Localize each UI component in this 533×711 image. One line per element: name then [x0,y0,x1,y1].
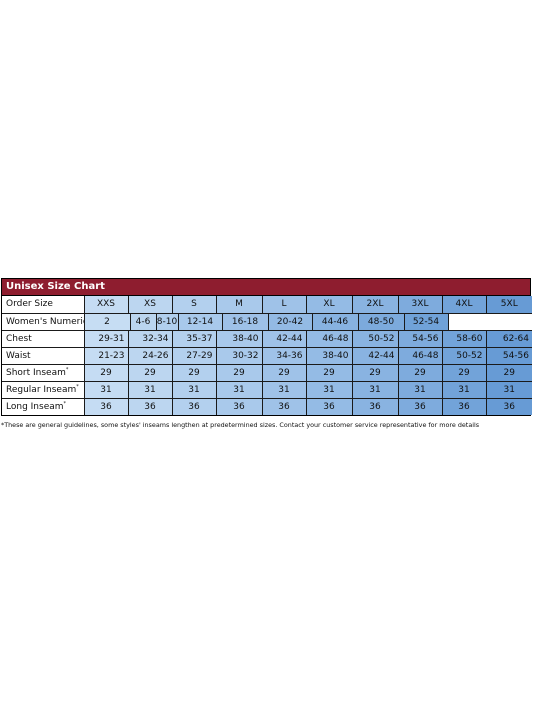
numeric-size-cell: 20-42 [268,314,313,329]
size-header-cell: XS [127,296,173,314]
row-label-text: Women's Numeric Sizes [6,316,83,327]
measurement-cell: 38-40 [305,346,353,365]
measurement-cell: 31 [261,380,307,399]
row-label-text: Long Inseam [6,402,64,413]
numeric-size-cell: 8-10 [156,314,179,329]
measurement-cell: 36 [441,397,487,415]
size-header-cell: 4XL [441,296,487,314]
row-waist: Waist 21-23 24-26 27-29 30-32 34-36 38-40 42-44… [2,346,532,365]
measurement-cell: 54-56 [397,329,443,348]
measurement-cell: 29 [441,363,487,382]
size-header-cell: L [261,296,307,314]
measurement-cell: 36 [397,397,443,415]
measurement-cell: 36 [485,397,532,415]
measurement-cell: 31 [351,380,399,399]
measurement-cell: 29-31 [83,329,129,348]
measurement-cell: 36 [127,397,173,415]
size-header-cell: 2XL [351,296,399,314]
numeric-size-cell: 48-50 [358,314,405,329]
measurement-cell: 29 [485,363,532,382]
footnote-marker: * [63,401,67,408]
row-label: Short Inseam* [2,363,85,382]
measurement-cell: 36 [215,397,263,415]
measurement-cell: 24-26 [127,346,173,365]
measurement-cell: 30-32 [215,346,263,365]
measurement-cell: 32-34 [127,329,173,348]
size-header-cell: XXS [83,296,129,314]
measurement-cell: 31 [485,380,532,399]
numeric-size-cell: 44-46 [312,314,359,329]
row-label-text: Short Inseam [6,368,66,378]
row-regular-inseam: Regular Inseam* 31 31 31 31 31 31 31 31 31 31 [2,380,532,399]
row-label-text: Chest [6,333,32,344]
measurement-cell: 31 [215,380,263,399]
measurement-cell: 21-23 [83,346,129,365]
measurement-cell: 31 [441,380,487,399]
size-header-cell: S [171,296,217,314]
numeric-size-cell: 16-18 [222,314,269,329]
unisex-size-chart: Unisex Size Chart Order Size XXS XS S M L XL 2X… [1,278,532,416]
row-label: Regular Inseam* [2,380,85,399]
numeric-size-cell: 12-14 [178,314,223,329]
measurement-cell: 36 [83,397,129,415]
measurement-cell: 42-44 [261,329,307,348]
measurement-cell: 29 [83,363,129,382]
footnote: *These are general guidelines, some styl… [1,421,480,429]
measurement-cell: 31 [305,380,353,399]
measurement-cell: 38-40 [215,329,263,348]
row-chest: Chest 29-31 32-34 35-37 38-40 42-44 46-48 50-52… [2,329,532,348]
row-label-text: Waist [6,350,31,361]
row-label: Women's Numeric Sizes [2,312,85,331]
measurement-cell: 31 [83,380,129,399]
numeric-size-strip: 2 4-6 8-10 12-14 16-18 20-42 44-46 48-50 52-54 [83,312,532,331]
footnote-marker: * [76,384,79,390]
measurement-cell: 34-36 [261,346,307,365]
measurement-cell: 27-29 [171,346,217,365]
measurement-cell: 29 [261,363,307,382]
measurement-cell: 54-56 [485,346,532,365]
measurement-cell: 29 [351,363,399,382]
measurement-cell: 36 [171,397,217,415]
size-header-cell: M [215,296,263,314]
measurement-cell: 29 [127,363,173,382]
measurement-cell: 31 [127,380,173,399]
numeric-size-cell: 52-54 [404,314,449,329]
measurement-cell: 46-48 [397,346,443,365]
footnote-marker: * [65,367,69,373]
size-table: Order Size XXS XS S M L XL 2XL 3XL 4XL 5XL Women's … [2,296,532,415]
measurement-cell: 29 [397,363,443,382]
size-header-cell: 5XL [485,296,532,314]
measurement-cell: 36 [261,397,307,415]
row-long-inseam: Long Inseam* 36 36 36 36 36 36 36 36 36 36 [2,397,532,415]
empty-cell [448,314,532,329]
row-label: Long Inseam* [2,397,85,415]
row-label-text: Regular Inseam [6,385,77,395]
row-order-size: Order Size XXS XS S M L XL 2XL 3XL 4XL 5XL [2,296,532,314]
row-label: Order Size [2,296,85,314]
measurement-cell: 29 [305,363,353,382]
measurement-cell: 29 [215,363,263,382]
row-label-text: Order Size [6,299,53,310]
measurement-cell: 36 [305,397,353,415]
row-label: Waist [2,346,85,365]
row-women-s-numeric-sizes: Women's Numeric Sizes24-68-1012-1416-182… [2,312,532,331]
measurement-cell: 50-52 [441,346,487,365]
row-label: Chest [2,329,85,348]
measurement-cell: 50-52 [351,329,399,348]
measurement-cell: 36 [351,397,399,415]
numeric-size-cell: 4-6 [130,314,157,329]
measurement-cell: 62-64 [485,329,532,348]
numeric-size-cell: 2 [85,314,131,329]
chart-title: Unisex Size Chart [2,279,530,296]
row-short-inseam: Short Inseam* 29 29 29 29 29 29 29 29 29 29 [2,363,532,382]
measurement-cell: 31 [171,380,217,399]
size-header-cell: 3XL [397,296,443,314]
measurement-cell: 29 [171,363,217,382]
measurement-cell: 42-44 [351,346,399,365]
size-header-cell: XL [305,296,353,314]
measurement-cell: 31 [397,380,443,399]
measurement-cell: 46-48 [305,329,353,348]
measurement-cell: 58-60 [441,329,487,348]
measurement-cell: 35-37 [171,329,217,348]
